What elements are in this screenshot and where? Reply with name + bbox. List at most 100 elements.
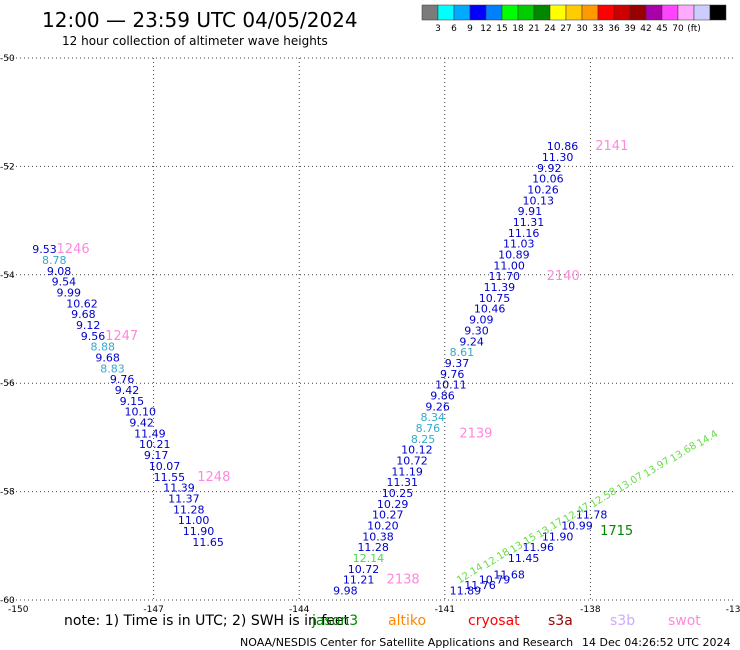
wave-height-label: 10.11 xyxy=(435,379,467,392)
green-track-label: 12.58 xyxy=(589,486,619,511)
wave-height-label: 9.24 xyxy=(459,335,484,348)
y-tick-label: -50 xyxy=(0,54,15,64)
green-track-label: 13.68 xyxy=(669,440,699,465)
chart-title: 12:00 — 23:59 UTC 04/05/2024 xyxy=(42,8,358,32)
colorbar-label: 18 xyxy=(512,24,524,34)
wave-height-label: 8.78 xyxy=(42,254,66,267)
wave-height-label: 8.83 xyxy=(100,362,125,375)
legend-item-s3a: s3a xyxy=(548,613,573,629)
footer-credit: NOAA/NESDIS Center for Satellite Applica… xyxy=(240,636,573,649)
y-tick-label: -58 xyxy=(0,488,15,498)
wave-height-label: 10.13 xyxy=(522,194,554,207)
wave-height-label: 11.70 xyxy=(488,270,519,283)
colorbar-swatch xyxy=(469,4,487,21)
pass-number-label: 2138 xyxy=(387,573,420,588)
wave-height-label: 10.06 xyxy=(532,173,564,186)
pass-number-label: 2140 xyxy=(547,269,580,284)
wave-height-label: 9.91 xyxy=(518,205,543,218)
pass-number-label: 2141 xyxy=(595,139,628,154)
wave-height-label: 10.62 xyxy=(66,297,98,310)
wave-height-label: 8.61 xyxy=(450,346,475,359)
wave-height-label: 8.88 xyxy=(91,341,116,354)
legend-item-altiko: altiko xyxy=(388,613,426,629)
wave-height-label: 11.00 xyxy=(493,259,525,272)
wave-height-label: 11.28 xyxy=(173,503,205,516)
colorbar-label: 21 xyxy=(528,24,539,34)
colorbar-label: (ft) xyxy=(687,24,701,34)
pass-number-label: 1246 xyxy=(57,242,90,257)
wave-height-label: 11.19 xyxy=(391,465,423,478)
colorbar-swatch xyxy=(709,4,727,21)
legend-item-swot: swot xyxy=(668,613,701,629)
wave-height-label: 11.78 xyxy=(576,509,608,522)
wave-height-label: 11.39 xyxy=(484,281,516,294)
green-track: 12.1412.1813.1513.1712.4712.5813.0713.97… xyxy=(455,429,720,587)
wave-height-label: 11.89 xyxy=(450,585,482,598)
y-tick-label: -52 xyxy=(0,162,15,172)
wave-height-label: 8.25 xyxy=(411,433,436,446)
colorbar-swatch xyxy=(661,4,679,21)
footer-note: note: 1) Time is in UTC; 2) SWH is in fe… xyxy=(64,613,350,629)
colorbar-label: 39 xyxy=(624,24,636,34)
colorbar-swatch xyxy=(677,4,695,21)
wave-height-label: 9.26 xyxy=(425,400,450,413)
chart-subtitle: 12 hour collection of altimeter wave hei… xyxy=(62,34,328,48)
y-tick-label: -60 xyxy=(0,596,15,606)
wave-height-label: 11.30 xyxy=(542,151,574,164)
wave-height-label: 9.42 xyxy=(129,417,154,430)
grid xyxy=(8,57,736,601)
wave-height-label: 10.12 xyxy=(401,444,433,457)
wave-height-label: 11.31 xyxy=(513,216,545,229)
wave-height-label: 12.14 xyxy=(353,552,385,565)
wave-height-label: 11.65 xyxy=(192,536,224,549)
colorbar-label: 30 xyxy=(576,24,588,34)
wave-height-label: 9.42 xyxy=(115,384,140,397)
wave-height-label: 9.76 xyxy=(110,373,135,386)
wave-height-label: 10.25 xyxy=(382,487,414,500)
wave-height-label: 11.96 xyxy=(522,541,554,554)
wave-height-label: 9.12 xyxy=(76,319,101,332)
wave-height-label: 9.68 xyxy=(95,352,120,365)
wave-height-label: 10.10 xyxy=(124,406,156,419)
wave-height-label: 8.76 xyxy=(416,422,441,435)
colorbar-swatch xyxy=(421,4,439,21)
colorbar-label: 6 xyxy=(451,24,457,34)
colorbar-swatch xyxy=(629,4,647,21)
wave-height-label: 9.92 xyxy=(537,162,562,175)
wave-height-label: 11.31 xyxy=(387,476,419,489)
wave-height-label: 9.99 xyxy=(57,286,82,299)
wave-height-label: 10.72 xyxy=(348,563,380,576)
colorbar-swatch xyxy=(533,4,551,21)
colorbar-swatch xyxy=(549,4,567,21)
colorbar-label: 42 xyxy=(640,24,651,34)
colorbar-swatch xyxy=(597,4,615,21)
wave-height-label: 9.76 xyxy=(440,368,465,381)
legend-item-s3b: s3b xyxy=(610,613,635,629)
green-track-label: 13.97 xyxy=(642,456,672,481)
wave-height-label: 10.21 xyxy=(139,438,171,451)
colorbar-swatch xyxy=(437,4,455,21)
wave-height-label: 11.03 xyxy=(503,238,535,251)
colorbar-swatch xyxy=(693,4,711,21)
wave-height-label: 11.68 xyxy=(493,568,525,581)
x-tick-label: -144 xyxy=(289,605,310,615)
wave-height-label: 9.17 xyxy=(144,449,169,462)
colorbar-swatch xyxy=(517,4,535,21)
x-tick-label: -138 xyxy=(580,605,601,615)
wave-height-label: 9.09 xyxy=(469,314,494,327)
wave-height-label: 10.75 xyxy=(479,292,511,305)
wave-height-label: 11.37 xyxy=(168,492,200,505)
wave-height-label: 8.34 xyxy=(421,411,446,424)
colorbar-label: 45 xyxy=(656,24,667,34)
wave-height-label: 11.90 xyxy=(542,530,574,543)
x-tick-label: -147 xyxy=(143,605,163,615)
colorbar-label: 12 xyxy=(480,24,491,34)
wave-height-label: 11.28 xyxy=(357,541,389,554)
pass-number-label: 1715 xyxy=(600,524,633,539)
wave-height-label: 11.45 xyxy=(508,552,539,565)
colorbar-label: 9 xyxy=(467,24,473,34)
wave-height-label: 9.68 xyxy=(71,308,96,321)
legend-item-jason3: jason3 xyxy=(311,613,358,629)
wave-height-label: 10.46 xyxy=(474,303,506,316)
